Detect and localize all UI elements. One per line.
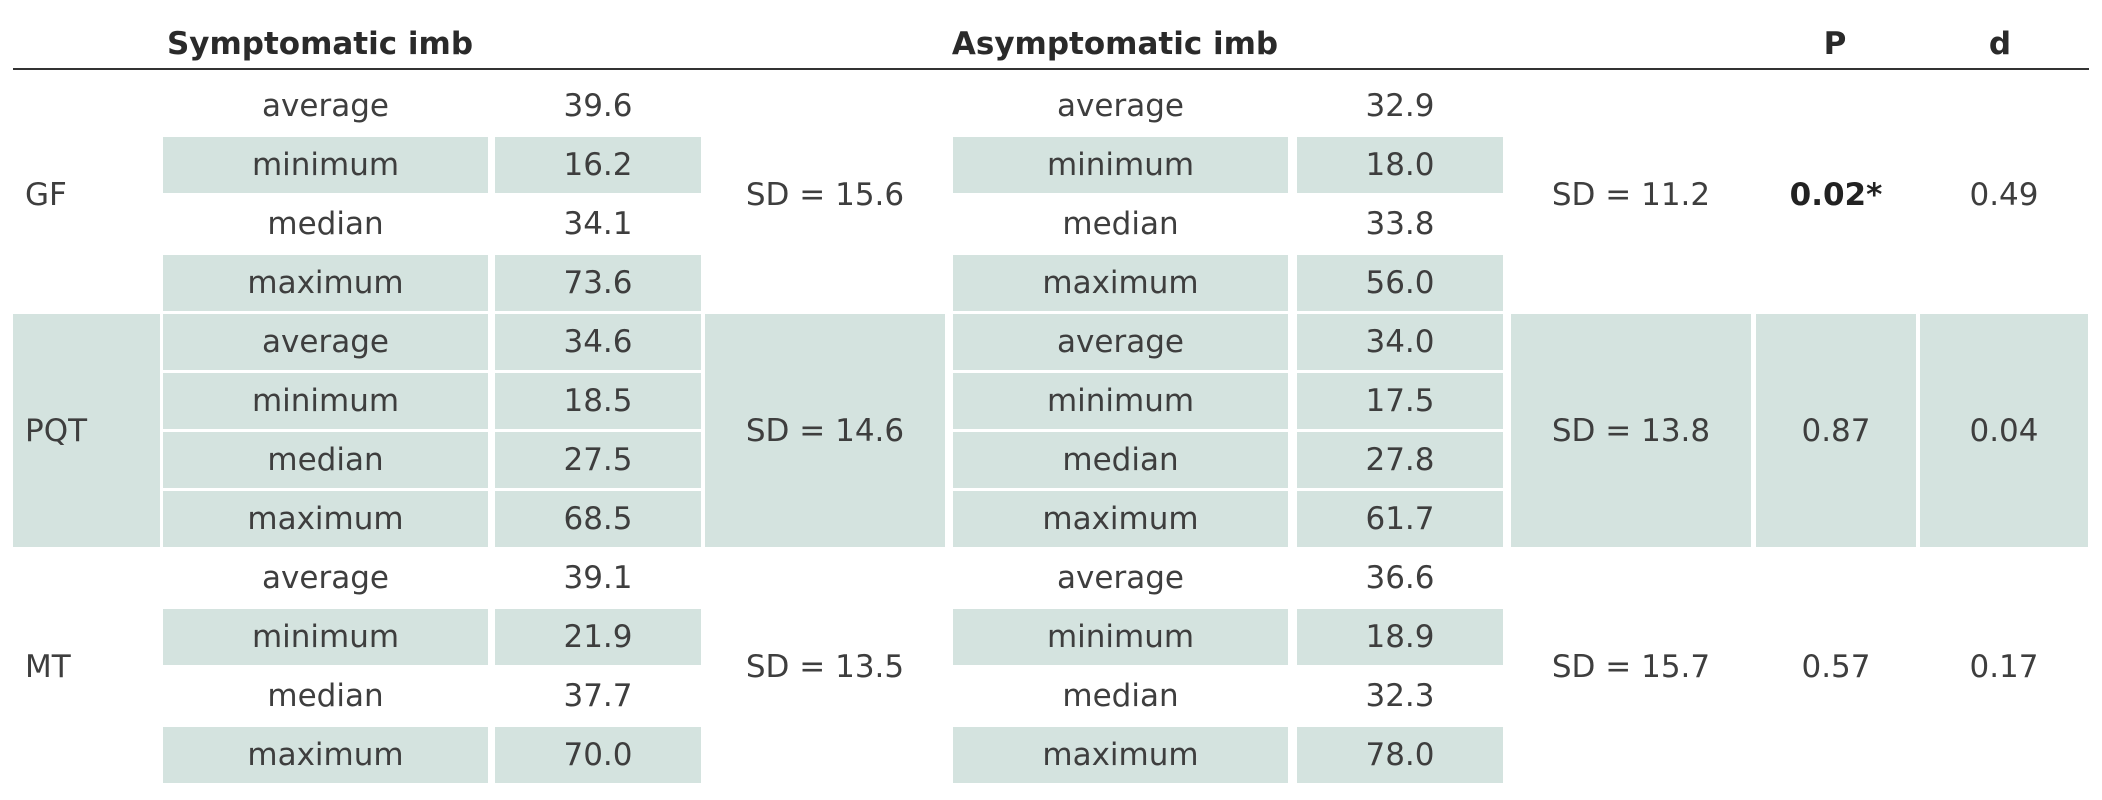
asymptomatic-sd: SD = 11.2 bbox=[1551, 176, 1711, 213]
symptomatic-stat-value: 18.5 bbox=[495, 373, 701, 429]
symptomatic-stat-value: 34.6 bbox=[495, 314, 701, 370]
asymptomatic-stat-label: minimum bbox=[953, 609, 1288, 665]
group-name: PQT bbox=[13, 314, 160, 547]
asymptomatic-stat-value: 56.0 bbox=[1297, 255, 1503, 311]
symptomatic-stat-label: median bbox=[267, 678, 384, 714]
asymptomatic-stat-value: 18.0 bbox=[1297, 137, 1503, 193]
symptomatic-stat-label: average bbox=[262, 88, 389, 124]
group-name: MT bbox=[25, 648, 71, 685]
p-value: 0.87 bbox=[1756, 314, 1916, 547]
symptomatic-stat-value: 39.1 bbox=[563, 560, 633, 596]
symptomatic-stat-label: minimum bbox=[163, 609, 488, 665]
symptomatic-stat-value: 34.1 bbox=[563, 206, 633, 242]
symptomatic-stat-label: maximum bbox=[163, 491, 488, 547]
asymptomatic-stat-value: 33.8 bbox=[1365, 206, 1435, 242]
header-rule bbox=[13, 68, 2089, 70]
asymptomatic-stat-label: maximum bbox=[953, 727, 1288, 783]
asymptomatic-stat-label: median bbox=[953, 432, 1288, 488]
asymptomatic-stat-label: median bbox=[1062, 678, 1179, 714]
header-d: d bbox=[1988, 26, 2012, 62]
asymptomatic-stat-value: 32.9 bbox=[1365, 88, 1435, 124]
symptomatic-sd: SD = 13.5 bbox=[745, 648, 905, 685]
symptomatic-stat-value: 39.6 bbox=[563, 88, 633, 124]
symptomatic-stat-value: 37.7 bbox=[563, 678, 633, 714]
asymptomatic-stat-value: 36.6 bbox=[1365, 560, 1435, 596]
header-p: P bbox=[1823, 26, 1847, 62]
symptomatic-stat-label: maximum bbox=[163, 727, 488, 783]
symptomatic-stat-label: average bbox=[262, 560, 389, 596]
symptomatic-stat-value: 21.9 bbox=[495, 609, 701, 665]
symptomatic-stat-value: 27.5 bbox=[495, 432, 701, 488]
symptomatic-stat-value: 16.2 bbox=[495, 137, 701, 193]
asymptomatic-stat-value: 27.8 bbox=[1297, 432, 1503, 488]
asymptomatic-stat-label: average bbox=[1057, 88, 1184, 124]
asymptomatic-stat-value: 78.0 bbox=[1297, 727, 1503, 783]
group-name: GF bbox=[25, 176, 67, 213]
asymptomatic-stat-value: 61.7 bbox=[1297, 491, 1503, 547]
asymptomatic-stat-label: minimum bbox=[953, 137, 1288, 193]
asymptomatic-stat-label: maximum bbox=[953, 255, 1288, 311]
symptomatic-sd: SD = 15.6 bbox=[745, 176, 905, 213]
asymptomatic-stat-label: median bbox=[1062, 206, 1179, 242]
header-symptomatic: Symptomatic imb bbox=[166, 26, 474, 62]
asymptomatic-stat-label: maximum bbox=[953, 491, 1288, 547]
header-asymptomatic: Asymptomatic imb bbox=[951, 26, 1279, 62]
symptomatic-stat-value: 73.6 bbox=[495, 255, 701, 311]
symptomatic-stat-label: median bbox=[267, 206, 384, 242]
asymptomatic-stat-value: 17.5 bbox=[1297, 373, 1503, 429]
effect-size-d: 0.17 bbox=[1969, 648, 2039, 685]
asymptomatic-sd: SD = 13.8 bbox=[1511, 314, 1751, 547]
p-value: 0.02* bbox=[1789, 176, 1883, 213]
asymptomatic-sd: SD = 15.7 bbox=[1551, 648, 1711, 685]
asymptomatic-stat-value: 34.0 bbox=[1297, 314, 1503, 370]
effect-size-d: 0.04 bbox=[1920, 314, 2088, 547]
symptomatic-sd: SD = 14.6 bbox=[705, 314, 945, 547]
symptomatic-stat-label: maximum bbox=[163, 255, 488, 311]
symptomatic-stat-value: 68.5 bbox=[495, 491, 701, 547]
symptomatic-stat-label: minimum bbox=[163, 373, 488, 429]
asymptomatic-stat-value: 32.3 bbox=[1365, 678, 1435, 714]
asymptomatic-stat-label: average bbox=[1057, 560, 1184, 596]
symptomatic-stat-label: average bbox=[163, 314, 488, 370]
symptomatic-stat-value: 70.0 bbox=[495, 727, 701, 783]
symptomatic-stat-label: minimum bbox=[163, 137, 488, 193]
p-value: 0.57 bbox=[1801, 648, 1871, 685]
asymptomatic-stat-label: average bbox=[953, 314, 1288, 370]
asymptomatic-stat-value: 18.9 bbox=[1297, 609, 1503, 665]
asymptomatic-stat-label: minimum bbox=[953, 373, 1288, 429]
symptomatic-stat-label: median bbox=[163, 432, 488, 488]
effect-size-d: 0.49 bbox=[1969, 176, 2039, 213]
